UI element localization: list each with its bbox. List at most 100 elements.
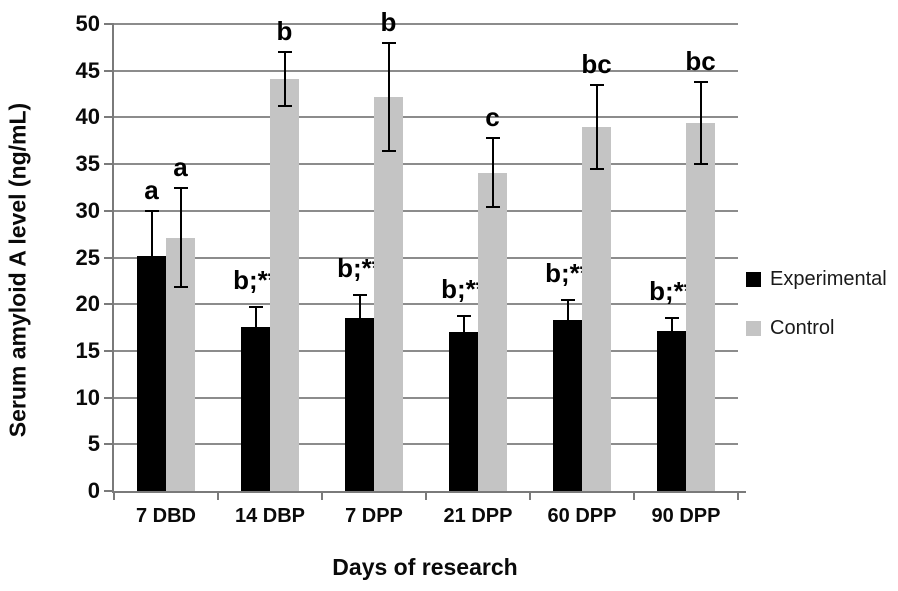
significance-label-control-3: c [485,101,500,132]
x-category-label-3: 21 DPP [443,505,513,527]
error-bar-line-experimental-1 [254,307,257,347]
x-category-label-2: 7 DPP [345,505,403,527]
y-tick [104,209,114,212]
y-tick-label: 15 [75,337,100,363]
bar-experimental-1 [241,326,270,491]
gridline [114,303,738,306]
legend-label-experimental: Experimental [770,268,887,290]
gridline [114,163,738,166]
y-tick [104,490,114,492]
error-bar-cap-bottom-experimental-0 [144,299,159,302]
error-bar-line-control-5 [699,81,702,165]
y-tick-label: 5 [87,431,100,457]
error-bar-cap-bottom-control-5 [693,163,708,166]
gridline [114,349,738,352]
error-bar-line-experimental-5 [670,318,673,345]
gridline [114,396,738,399]
significance-label-control-0: a [173,152,188,183]
x-axis-line [112,491,746,493]
y-tick [104,396,114,399]
gridline [114,116,738,119]
x-tick [425,491,427,500]
gridline [114,23,738,25]
legend-swatch-experimental [746,272,761,287]
x-tick [217,491,219,500]
bar-control-4 [582,126,611,491]
y-tick [104,116,114,119]
error-bar-cap-bottom-experimental-5 [664,343,679,346]
error-bar-cap-top-experimental-4 [560,298,575,301]
error-bar-line-experimental-4 [566,299,569,341]
error-bar-line-control-2 [387,42,390,152]
y-tick [104,443,114,446]
error-bar-cap-top-experimental-3 [456,315,471,318]
legend: Experimental Control [746,268,887,366]
y-tick-label: 30 [75,197,100,223]
y-tick-label: 20 [75,291,100,317]
significance-label-control-5: bc [685,45,716,76]
significance-label-experimental-0: a [144,174,159,205]
error-bar-line-experimental-2 [358,294,361,342]
error-bar-cap-bottom-control-0 [173,286,188,289]
error-bar-cap-top-control-2 [381,41,396,44]
bar-control-1 [270,79,299,491]
error-bar-cap-bottom-control-2 [381,150,396,153]
x-tick [529,491,531,500]
error-bar-cap-bottom-experimental-2 [352,340,367,343]
legend-label-control: Control [770,317,835,339]
y-tick [104,256,114,259]
y-tick [104,303,114,306]
error-bar-line-control-1 [283,52,286,107]
error-bar-cap-top-control-5 [693,80,708,83]
error-bar-line-control-4 [595,84,598,169]
error-bar-cap-bottom-experimental-1 [248,345,263,348]
legend-swatch-control [746,321,761,336]
x-tick [633,491,635,500]
error-bar-line-experimental-0 [150,210,153,301]
bar-control-3 [478,172,507,491]
error-bar-cap-top-experimental-2 [352,293,367,296]
legend-item-control: Control [746,317,887,340]
x-category-label-5: 90 DPP [651,505,721,527]
error-bar-cap-top-experimental-0 [144,209,159,212]
y-tick [104,349,114,352]
error-bar-cap-bottom-control-1 [277,105,292,108]
y-tick [104,163,114,166]
significance-label-control-2: b [380,6,397,37]
y-axis-title: Serum amyloid A level (ng/mL) [4,102,31,438]
gridline [114,443,738,446]
x-category-label-4: 60 DPP [547,505,617,527]
error-bar-line-experimental-3 [462,316,465,349]
error-bar-cap-top-experimental-5 [664,317,679,320]
error-bar-cap-top-control-0 [173,187,188,190]
gridline [114,209,738,212]
legend-item-experimental: Experimental [746,268,887,291]
x-tick [321,491,323,500]
y-tick-label: 0 [87,478,100,503]
error-bar-cap-bottom-control-3 [485,206,500,209]
y-tick-label: 35 [75,151,100,177]
x-tick [737,491,739,500]
significance-label-control-4: bc [581,48,612,79]
y-tick-label: 45 [75,57,100,83]
error-bar-line-control-3 [491,137,494,208]
error-bar-line-control-0 [179,188,182,288]
error-bar-cap-top-control-4 [589,83,604,86]
x-category-label-1: 14 DBP [234,505,306,527]
error-bar-cap-top-control-3 [485,136,500,139]
y-tick-label: 10 [75,384,100,410]
bar-experimental-5 [657,331,686,491]
error-bar-cap-top-control-1 [277,51,292,54]
bar-experimental-4 [553,320,582,491]
bar-experimental-3 [449,332,478,491]
y-tick-label: 40 [75,104,100,130]
gridline [114,256,738,259]
gridline [114,69,738,72]
error-bar-cap-bottom-experimental-3 [456,347,471,350]
y-tick [104,23,114,25]
x-axis-title: Days of research [332,554,518,580]
y-tick-label: 50 [75,11,100,36]
error-bar-cap-top-experimental-1 [248,306,263,308]
y-axis-line [112,24,114,493]
